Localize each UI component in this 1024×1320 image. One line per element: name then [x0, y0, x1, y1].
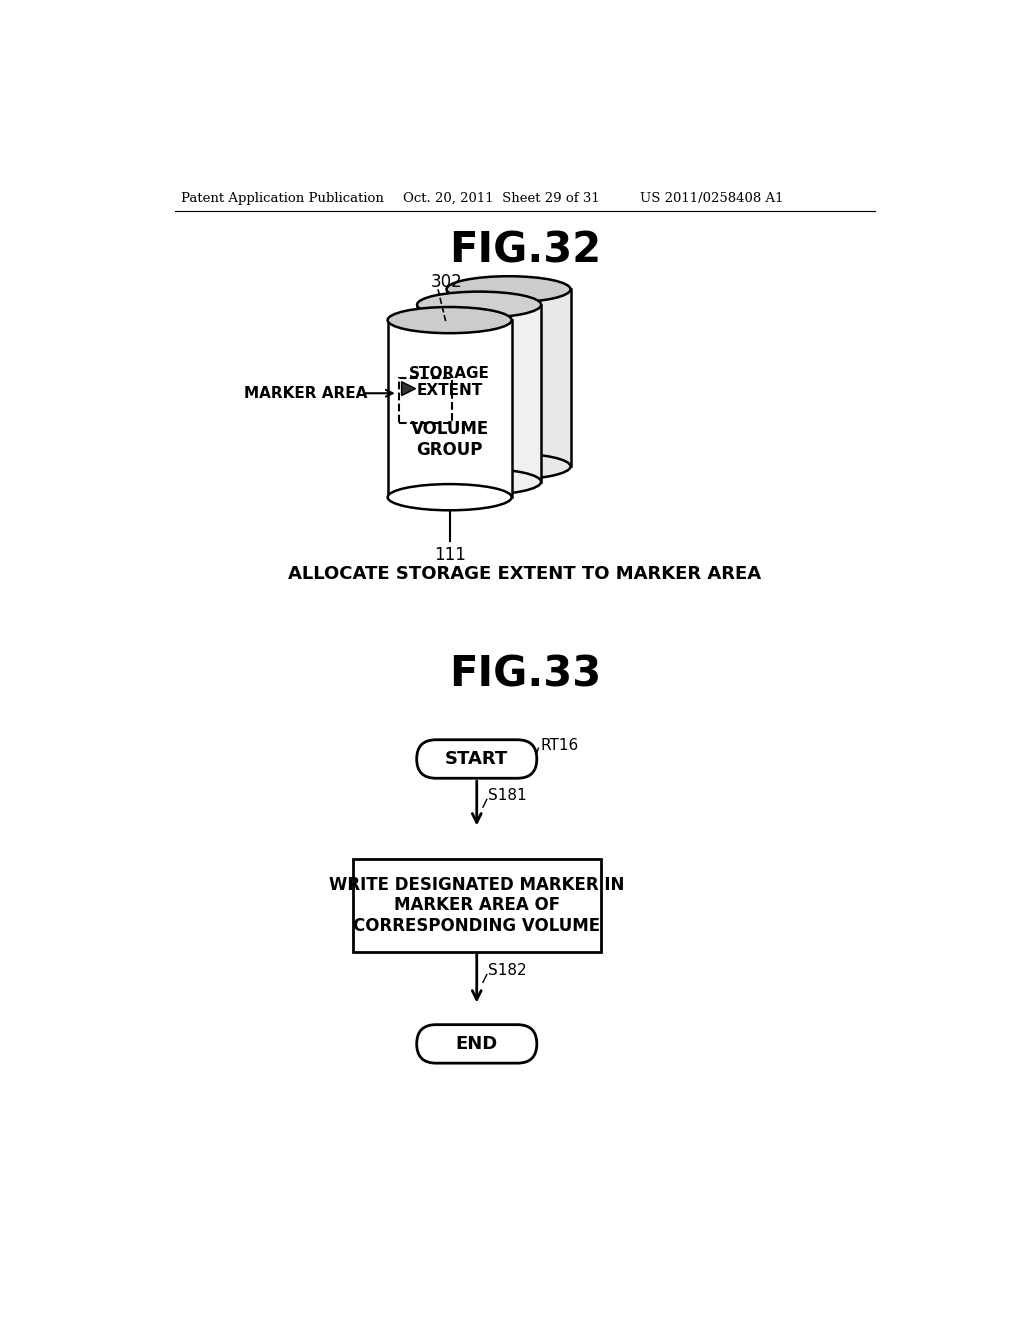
Text: WRITE DESIGNATED MARKER IN
MARKER AREA OF
CORRESPONDING VOLUME: WRITE DESIGNATED MARKER IN MARKER AREA O… — [329, 875, 625, 935]
Ellipse shape — [388, 484, 512, 511]
Text: Oct. 20, 2011  Sheet 29 of 31: Oct. 20, 2011 Sheet 29 of 31 — [403, 191, 600, 205]
Text: VOLUME
GROUP: VOLUME GROUP — [411, 420, 488, 459]
Text: Patent Application Publication: Patent Application Publication — [180, 191, 384, 205]
Bar — [417, 305, 541, 482]
Text: END: END — [456, 1035, 498, 1053]
Text: US 2011/0258408 A1: US 2011/0258408 A1 — [640, 191, 783, 205]
FancyBboxPatch shape — [417, 739, 537, 779]
Text: 111: 111 — [434, 546, 466, 564]
Text: RT16: RT16 — [541, 738, 579, 752]
Text: START: START — [445, 750, 508, 768]
Ellipse shape — [417, 469, 541, 495]
Text: S181: S181 — [488, 788, 527, 803]
Ellipse shape — [388, 308, 512, 333]
FancyBboxPatch shape — [417, 1024, 537, 1063]
Bar — [446, 289, 570, 466]
Text: 302: 302 — [430, 273, 462, 290]
Text: S182: S182 — [488, 964, 527, 978]
Text: FIG.32: FIG.32 — [449, 230, 601, 272]
Text: ALLOCATE STORAGE EXTENT TO MARKER AREA: ALLOCATE STORAGE EXTENT TO MARKER AREA — [288, 565, 762, 583]
Ellipse shape — [417, 292, 541, 318]
Ellipse shape — [446, 276, 570, 302]
Polygon shape — [401, 381, 416, 396]
Text: STORAGE
EXTENT: STORAGE EXTENT — [410, 366, 490, 397]
Bar — [399, 378, 452, 422]
Text: FIG.33: FIG.33 — [449, 653, 601, 696]
Bar — [352, 859, 601, 952]
Ellipse shape — [446, 453, 570, 479]
Bar — [388, 321, 512, 498]
Text: MARKER AREA: MARKER AREA — [245, 385, 368, 401]
